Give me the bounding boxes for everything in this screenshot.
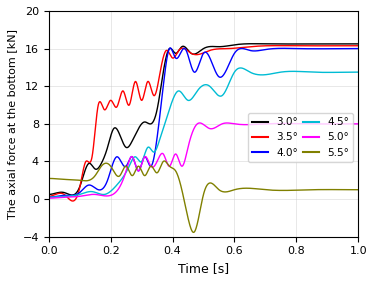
Line: 3.5°: 3.5° xyxy=(49,46,358,201)
4.5° xyxy=(165,114,170,118)
4.0° xyxy=(356,47,361,50)
3.5° xyxy=(165,49,170,52)
5.0° xyxy=(82,194,86,197)
3.5° xyxy=(82,164,86,168)
Line: 4.5°: 4.5° xyxy=(49,68,358,197)
5.5° xyxy=(317,188,321,191)
3.0° xyxy=(82,171,86,175)
4.0° xyxy=(165,54,170,57)
Y-axis label: The axial force at the bottom [kN]: The axial force at the bottom [kN] xyxy=(7,29,17,219)
4.0° xyxy=(100,187,105,191)
4.5° xyxy=(350,70,355,74)
5.5° xyxy=(46,177,51,180)
5.0° xyxy=(100,194,105,197)
4.0° xyxy=(179,51,183,54)
3.5° xyxy=(317,44,321,48)
3.0° xyxy=(251,42,255,45)
4.0° xyxy=(168,46,172,50)
3.0° xyxy=(70,193,74,197)
5.0° xyxy=(356,122,361,125)
Line: 5.5°: 5.5° xyxy=(49,161,358,232)
5.5° xyxy=(100,163,105,167)
Line: 4.0°: 4.0° xyxy=(49,48,358,197)
X-axis label: Time [s]: Time [s] xyxy=(178,262,229,275)
4.0° xyxy=(82,187,86,190)
4.5° xyxy=(238,66,243,70)
4.0° xyxy=(350,47,355,50)
3.0° xyxy=(356,42,361,46)
3.0° xyxy=(100,159,105,163)
4.5° xyxy=(317,70,321,74)
3.0° xyxy=(179,46,183,49)
4.5° xyxy=(100,193,105,196)
5.0° xyxy=(317,122,321,125)
4.5° xyxy=(82,191,86,195)
4.5° xyxy=(178,90,183,94)
Line: 5.0°: 5.0° xyxy=(49,123,358,198)
3.5° xyxy=(350,44,355,47)
3.5° xyxy=(100,105,105,108)
3.5° xyxy=(277,44,281,47)
5.0° xyxy=(46,197,51,200)
5.0° xyxy=(178,164,183,167)
Legend: 3.0°, 3.5°, 4.0°, 4.5°, 5.0°, 5.5°: 3.0°, 3.5°, 4.0°, 4.5°, 5.0°, 5.5° xyxy=(248,113,353,162)
4.0° xyxy=(46,195,51,199)
5.5° xyxy=(82,179,86,182)
5.5° xyxy=(165,162,170,166)
5.5° xyxy=(356,188,361,191)
3.5° xyxy=(179,47,183,50)
5.0° xyxy=(197,121,202,125)
5.5° xyxy=(350,188,355,191)
5.0° xyxy=(165,162,170,166)
4.5° xyxy=(356,70,361,74)
5.0° xyxy=(350,122,355,125)
5.5° xyxy=(162,159,166,163)
3.0° xyxy=(46,193,51,196)
3.0° xyxy=(165,50,170,54)
3.5° xyxy=(46,195,51,198)
4.5° xyxy=(46,195,51,199)
3.0° xyxy=(317,42,321,46)
3.5° xyxy=(356,44,361,47)
Line: 3.0°: 3.0° xyxy=(49,44,358,195)
5.5° xyxy=(179,184,183,188)
4.0° xyxy=(317,47,321,50)
3.5° xyxy=(71,199,75,203)
5.5° xyxy=(191,231,196,234)
3.0° xyxy=(350,42,355,46)
